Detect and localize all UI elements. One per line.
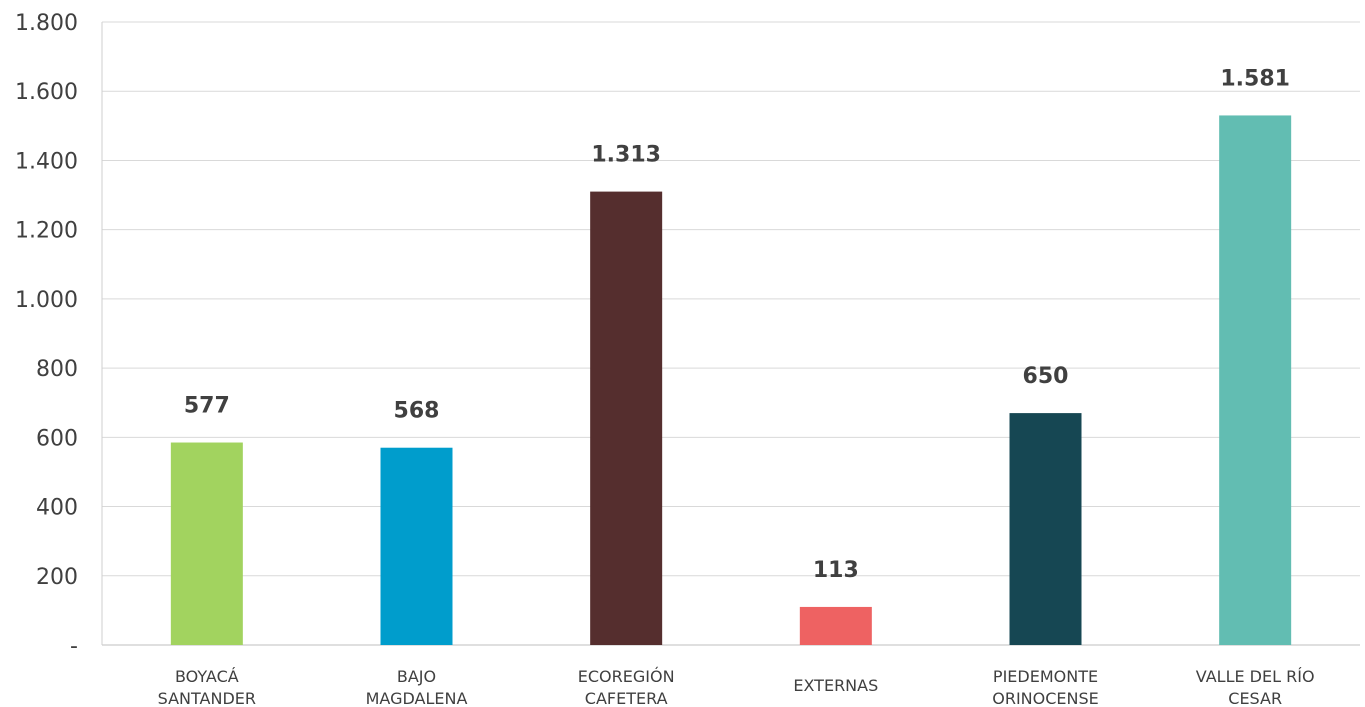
x-tick-label: ECOREGIÓN CAFETERA	[578, 667, 675, 707]
x-tick-label: EXTERNAS	[793, 676, 878, 695]
data-label: 113	[813, 558, 859, 583]
bar	[1009, 413, 1082, 645]
y-axis: - 200 400 600 800 1.000 1.200 1.400 1.600 1.800	[15, 11, 103, 659]
x-tick-label: BOYACÁ SANTANDER	[158, 667, 256, 707]
data-label: 650	[1023, 364, 1069, 389]
bars	[170, 115, 1292, 645]
y-tick-label: 600	[36, 426, 78, 451]
x-tick-label: BAJO MAGDALENA	[366, 667, 468, 707]
y-tick-label: 200	[36, 565, 78, 590]
x-tick-label-line: CAFETERA	[585, 689, 668, 707]
y-tick-label: 1.200	[15, 219, 78, 244]
x-tick-label-line: ORINOCENSE	[992, 689, 1099, 707]
x-tick-label: PIEDEMONTE ORINOCENSE	[992, 667, 1099, 707]
data-label: 568	[394, 399, 440, 424]
y-tick-label: 400	[36, 496, 78, 521]
y-tick-label: 1.800	[15, 11, 78, 36]
x-axis: BOYACÁ SANTANDER BAJO MAGDALENA ECOREGIÓN CAF…	[158, 667, 1315, 707]
x-tick-label-line: ECOREGIÓN	[578, 667, 675, 686]
gridlines	[102, 21, 1360, 646]
data-label: 1.313	[591, 143, 661, 168]
x-tick-label-line: EXTERNAS	[793, 676, 878, 695]
x-tick-label: VALLE DEL RÍO CESAR	[1196, 667, 1315, 707]
x-tick-label-line: VALLE DEL RÍO	[1196, 667, 1315, 686]
bar	[590, 191, 663, 645]
bar	[380, 447, 453, 645]
x-tick-label-line: SANTANDER	[158, 689, 256, 707]
y-tick-label: -	[70, 634, 78, 659]
data-labels: 577 568 1.313 113 650 1.581	[184, 66, 1290, 582]
y-tick-label: 1.000	[15, 288, 78, 313]
x-tick-label-line: CESAR	[1228, 689, 1282, 707]
y-tick-label: 800	[36, 357, 78, 382]
x-tick-label-line: BOYACÁ	[175, 667, 239, 686]
x-tick-label-line: BAJO	[397, 667, 436, 686]
data-label: 577	[184, 394, 230, 419]
x-tick-label-line: PIEDEMONTE	[993, 667, 1098, 686]
x-tick-label-line: MAGDALENA	[366, 689, 468, 707]
data-label: 1.581	[1220, 66, 1290, 91]
bar	[1219, 115, 1292, 645]
y-tick-label: 1.600	[15, 80, 78, 105]
y-tick-label: 1.400	[15, 149, 78, 174]
bar	[799, 606, 872, 645]
bar	[170, 442, 243, 645]
